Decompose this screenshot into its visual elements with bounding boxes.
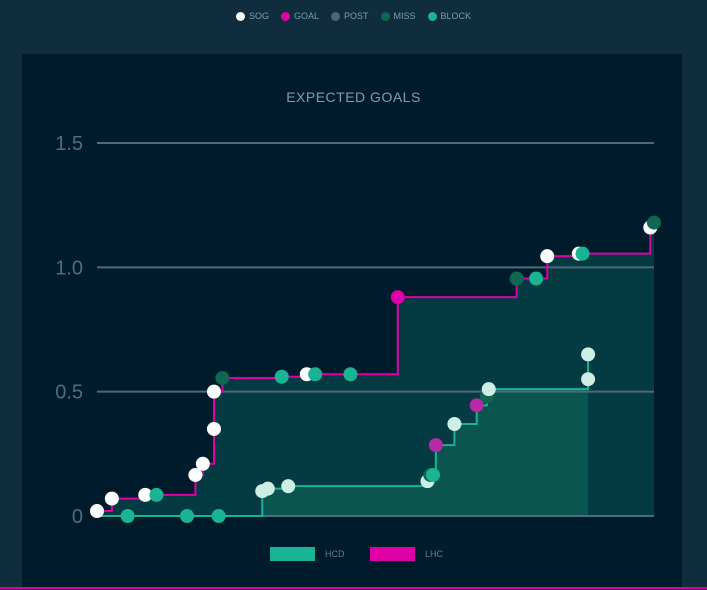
legend-item-block[interactable]: BLOCK: [427, 11, 471, 21]
shot-point-lhc-block: [149, 487, 164, 502]
shot-point-lhc-block: [274, 369, 289, 384]
legend-item-post[interactable]: POST: [330, 11, 369, 21]
legend-item-lhc[interactable]: LHC: [370, 547, 470, 561]
miss-dot-icon: [380, 11, 390, 21]
shot-point-lhc-sog: [206, 421, 221, 436]
shot-point-lhc-sog: [540, 249, 555, 264]
bottom-accent-line: [0, 587, 707, 589]
shot-point-lhc-block: [575, 246, 590, 261]
shot-point-hcd-goal: [428, 438, 443, 453]
legend-item-goal[interactable]: GOAL: [280, 11, 319, 21]
shot-point-lhc-miss: [647, 215, 661, 230]
shot-point-hcd-goal: [469, 398, 484, 413]
shot-point-hcd-sog: [581, 347, 596, 362]
shot-point-hcd-sog: [581, 372, 596, 387]
team-legend: HCD LHC: [270, 547, 470, 561]
post-dot-icon: [330, 11, 340, 21]
shot-point-lhc-sog: [90, 504, 104, 519]
shot-point-lhc-sog: [206, 384, 221, 399]
shot-point-lhc-goal: [390, 290, 405, 305]
y-tick-label: 1.5: [55, 133, 83, 155]
legend-item-sog[interactable]: SOG: [235, 11, 269, 21]
shot-point-lhc-miss: [509, 271, 524, 286]
goal-dot-icon: [280, 11, 290, 21]
shot-type-legend: SOG GOAL POST MISS BLOCK: [0, 11, 707, 21]
shot-point-hcd-sog: [481, 382, 496, 397]
hcd-swatch: [270, 547, 315, 561]
shot-point-lhc-sog: [188, 467, 203, 482]
y-tick-label: 1.0: [55, 257, 83, 279]
block-dot-icon: [427, 11, 437, 21]
area-hcd: [97, 354, 589, 516]
shot-point-hcd-sog: [260, 481, 275, 496]
shot-point-lhc-sog: [104, 491, 119, 506]
shot-point-lhc-sog: [195, 456, 210, 471]
chart-title: EXPECTED GOALS: [286, 89, 421, 105]
shot-point-hcd-block: [120, 509, 135, 523]
shot-point-lhc-miss: [215, 370, 230, 385]
lhc-swatch: [370, 547, 415, 561]
y-tick-label: 0.5: [55, 382, 83, 404]
y-tick-label: 0: [72, 506, 83, 528]
shot-point-hcd-block: [211, 509, 226, 523]
shot-point-hcd-block: [180, 509, 195, 523]
legend-item-miss[interactable]: MISS: [380, 11, 416, 21]
shot-point-lhc-sog: [138, 487, 153, 502]
shot-point-lhc-block: [343, 367, 358, 382]
sog-dot-icon: [235, 11, 245, 21]
legend-item-hcd[interactable]: HCD: [270, 547, 370, 561]
shot-point-lhc-block: [529, 271, 544, 286]
shot-point-hcd-sog: [281, 479, 296, 494]
shot-point-lhc-block: [308, 367, 323, 382]
shot-point-hcd-sog: [447, 416, 462, 431]
shot-point-hcd-block: [426, 467, 441, 482]
